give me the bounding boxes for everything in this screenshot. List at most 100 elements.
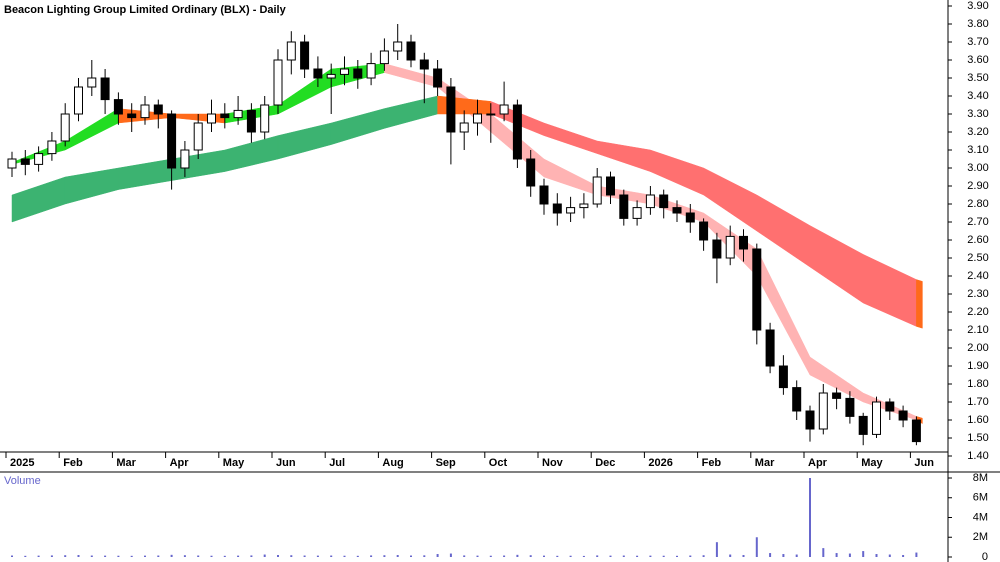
candle-body (193, 122, 203, 151)
y-tick-label: 1.50 (967, 432, 988, 444)
y-tick-label: 2.30 (967, 288, 988, 300)
y-tick-label: 2.10 (967, 324, 988, 336)
candle-body (7, 158, 17, 169)
y-tick-label: 3.40 (967, 90, 988, 102)
volume-bar (516, 554, 519, 557)
volume-bar (489, 555, 492, 557)
volume-bar (463, 555, 466, 557)
candle-body (473, 113, 482, 124)
y-tick-label: 2.20 (967, 306, 988, 318)
candle-body (260, 104, 270, 133)
y-tick-label: 3.90 (967, 0, 988, 12)
volume-bar (782, 554, 785, 557)
candle-body (393, 41, 403, 52)
y-tick-label: 3.70 (967, 36, 988, 48)
y-tick-label: 3.20 (967, 126, 988, 138)
volume-bar (742, 555, 745, 557)
candle-body (127, 113, 137, 119)
x-tick-label: 2026 (648, 457, 672, 469)
volume-bar (77, 555, 80, 557)
volume-bar (769, 553, 772, 557)
candle-body (366, 63, 376, 79)
candle-body (911, 419, 921, 443)
volume-tick-label: 2M (973, 531, 988, 543)
candle-body (433, 68, 443, 88)
candle-body (526, 158, 536, 187)
volume-bar (662, 555, 665, 557)
volume-bar (157, 555, 160, 557)
candle-body (872, 401, 881, 435)
candle-body (273, 59, 283, 106)
volume-tick-label: 8M (973, 472, 988, 484)
y-tick-label: 3.10 (967, 144, 988, 156)
volume-bar (90, 555, 93, 557)
x-tick-label: Oct (489, 457, 508, 469)
candle-body (286, 41, 296, 61)
volume-bar (303, 555, 306, 557)
volume-bar (676, 555, 678, 557)
candle-body (20, 158, 30, 165)
y-tick-label: 1.60 (967, 414, 988, 426)
candle-body (512, 104, 522, 160)
y-tick-label: 2.60 (967, 234, 988, 246)
volume-bar (609, 555, 612, 557)
volume-bar (250, 555, 253, 557)
x-tick-label: Feb (63, 457, 83, 469)
y-tick-label: 2.50 (967, 252, 988, 264)
candle-body (419, 59, 429, 70)
candle-body (379, 50, 389, 65)
volume-bar (875, 554, 878, 557)
y-tick-label: 2.90 (967, 180, 988, 192)
candle-body (153, 104, 163, 115)
volume-bar (370, 555, 373, 557)
y-tick-label: 2.40 (967, 270, 988, 282)
volume-tick-label: 4M (973, 511, 988, 523)
candle-body (552, 203, 562, 214)
volume-bar (862, 551, 865, 557)
x-tick-label: Jun (914, 457, 934, 469)
volume-bar (543, 555, 545, 557)
candle-body (406, 41, 416, 61)
candle-body (645, 194, 655, 209)
candle-body (60, 113, 70, 142)
volume-bar (330, 555, 333, 557)
volume-bar (277, 555, 279, 557)
candle-body (566, 207, 576, 214)
y-tick-label: 1.90 (967, 360, 988, 372)
candle-body (685, 212, 695, 223)
candle-body (220, 113, 230, 119)
volume-bar (636, 555, 639, 557)
candle-body (752, 248, 762, 331)
x-tick-label: Apr (170, 457, 190, 469)
volume-bar (423, 555, 426, 557)
candle-body (579, 203, 589, 209)
volume-bar (383, 555, 386, 557)
y-tick-label: 3.50 (967, 72, 988, 84)
volume-bar (263, 554, 266, 557)
candle-body (353, 68, 363, 79)
candle-body (845, 397, 855, 417)
candle-body (140, 104, 150, 119)
volume-tick-label: 6M (973, 492, 988, 504)
candle-body (765, 329, 775, 367)
x-tick-label: Jun (276, 457, 296, 469)
volume-bar (596, 555, 599, 557)
candle-body (113, 99, 123, 115)
volume-bar (130, 555, 133, 557)
candle-body (832, 392, 842, 399)
volume-bar (449, 553, 452, 557)
candle-body (100, 77, 110, 101)
candle-body (885, 401, 895, 412)
candle-body (858, 415, 868, 435)
candle-body (898, 410, 908, 421)
volume-bar (24, 555, 27, 557)
candle-body (499, 104, 509, 115)
x-tick-label: Mar (755, 457, 775, 469)
volume-bar (689, 555, 692, 557)
candle-body (606, 176, 615, 196)
candle-body (778, 365, 788, 389)
volume-bar (170, 554, 173, 557)
candle-body (313, 68, 323, 79)
candle-body (539, 185, 549, 205)
